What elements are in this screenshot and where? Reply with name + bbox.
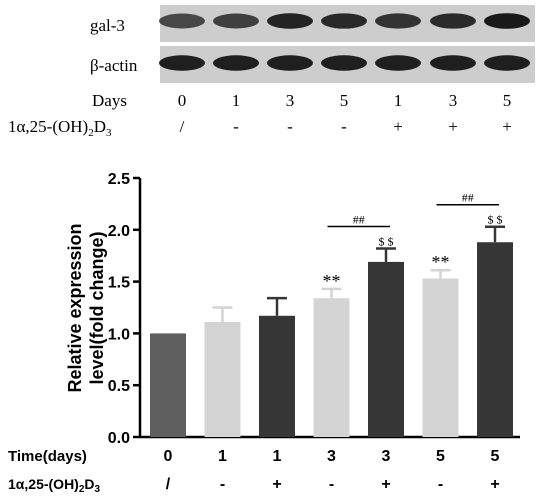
- y-tick-label-0: 0.0: [108, 430, 130, 447]
- y-tick-label-2: 1.0: [108, 326, 130, 343]
- blot-day-5: 3: [449, 91, 458, 110]
- bar-6: [477, 242, 513, 437]
- blot-treatment-2: -: [287, 117, 293, 136]
- western-blot-panel: gal-3 β-actin Days 0 1 3 5 1 3 5 1α,25-(OH)2D3…: [8, 5, 535, 139]
- x-row2-treatment-values: / - + - + - +: [166, 476, 500, 493]
- gal3-band-4: [375, 13, 421, 29]
- y-tick-label-1: 0.5: [108, 378, 130, 395]
- bar-0: [150, 333, 186, 437]
- blot-day-3: 5: [340, 91, 349, 110]
- gal3-band-0: [159, 13, 205, 29]
- x-row1-label: Time(days): [8, 448, 87, 465]
- blot-treatment-4: +: [393, 117, 403, 136]
- x-row1-time-values: 0 1 1 3 3 5 5: [164, 448, 500, 465]
- y-tick-label-5: 2.5: [108, 171, 130, 188]
- y-axis-label-line1: Relative expression: [65, 223, 85, 392]
- y-axis-ticks: 0.0 0.5 1.0 1.5 2.0 2.5: [108, 171, 140, 447]
- hash-annotation-0: ##: [353, 212, 365, 226]
- y-axis-label-line2: level(fold change): [87, 231, 107, 384]
- bar-4: [368, 261, 404, 437]
- days-row-label: Days: [92, 91, 127, 110]
- star-annotation-3: **: [323, 271, 341, 291]
- bar-2: [259, 315, 295, 437]
- beta-actin-band-4: [375, 55, 421, 71]
- x-time-label-3: 3: [327, 448, 336, 465]
- beta-actin-band-2: [267, 55, 313, 71]
- x-row2-label: 1α,25-(OH)2D3: [8, 476, 101, 495]
- bar-1: [204, 322, 241, 437]
- y-tick-label-3: 1.5: [108, 275, 130, 292]
- hash-annotation-1: ##: [462, 191, 474, 205]
- x-time-label-1: 1: [218, 448, 227, 465]
- bars: [150, 242, 513, 437]
- dollar-annotation-6: $ $: [488, 213, 503, 227]
- blot-day-6: 5: [503, 91, 512, 110]
- x-treatment-label-6: +: [490, 476, 499, 493]
- star-annotation-5: **: [432, 252, 450, 272]
- significance-annotations: ** ** $ $ $ $ ## ##: [323, 191, 503, 291]
- gal3-band-6: [484, 13, 530, 29]
- x-treatment-label-3: -: [329, 476, 334, 493]
- bar-3: [313, 298, 350, 437]
- blot-treatment-1: -: [233, 117, 239, 136]
- y-tick-label-4: 2.0: [108, 223, 130, 240]
- beta-actin-band-0: [159, 55, 205, 71]
- gal3-band-2: [267, 13, 313, 29]
- x-treatment-label-5: -: [438, 476, 443, 493]
- x-time-label-6: 5: [491, 448, 500, 465]
- bar-5: [422, 278, 459, 437]
- dollar-annotation-4: $ $: [379, 234, 394, 248]
- blot-treatment-5: +: [448, 117, 458, 136]
- beta-actin-band-3: [321, 55, 367, 71]
- beta-actin-band-6: [484, 55, 530, 71]
- gal3-band-1: [213, 13, 259, 29]
- gal3-band-5: [430, 13, 476, 29]
- x-time-label-0: 0: [164, 448, 173, 465]
- x-time-label-5: 5: [436, 448, 445, 465]
- blot-treatment-6: +: [502, 117, 512, 136]
- x-time-label-2: 1: [273, 448, 282, 465]
- band-row-gal3: [159, 13, 530, 29]
- beta-actin-band-1: [213, 55, 259, 71]
- x-treatment-label-1: -: [220, 476, 225, 493]
- x-treatment-label-2: +: [272, 476, 281, 493]
- gal3-band-3: [321, 13, 367, 29]
- treatment-row-label: 1α,25-(OH)2D3: [8, 117, 112, 139]
- blot-day-2: 3: [286, 91, 295, 110]
- beta-actin-band-5: [430, 55, 476, 71]
- blot-day-0: 0: [178, 91, 187, 110]
- days-row: 0 1 3 5 1 3 5: [178, 91, 512, 110]
- blot-label-beta-actin: β-actin: [90, 56, 138, 75]
- x-treatment-label-4: +: [381, 476, 390, 493]
- blot-label-gal3: gal-3: [90, 16, 125, 35]
- blot-treatment-0: /: [180, 117, 185, 136]
- x-time-label-4: 3: [382, 448, 391, 465]
- blot-day-1: 1: [232, 91, 241, 110]
- error-bars: [212, 225, 505, 323]
- blot-day-4: 1: [394, 91, 403, 110]
- blot-treatment-3: -: [341, 117, 347, 136]
- band-row-beta-actin: [159, 55, 530, 71]
- treatment-row: / - - - + + +: [180, 117, 512, 136]
- bar-chart: Relative expression level(fold change) 0…: [8, 171, 520, 495]
- x-treatment-label-0: /: [166, 476, 171, 493]
